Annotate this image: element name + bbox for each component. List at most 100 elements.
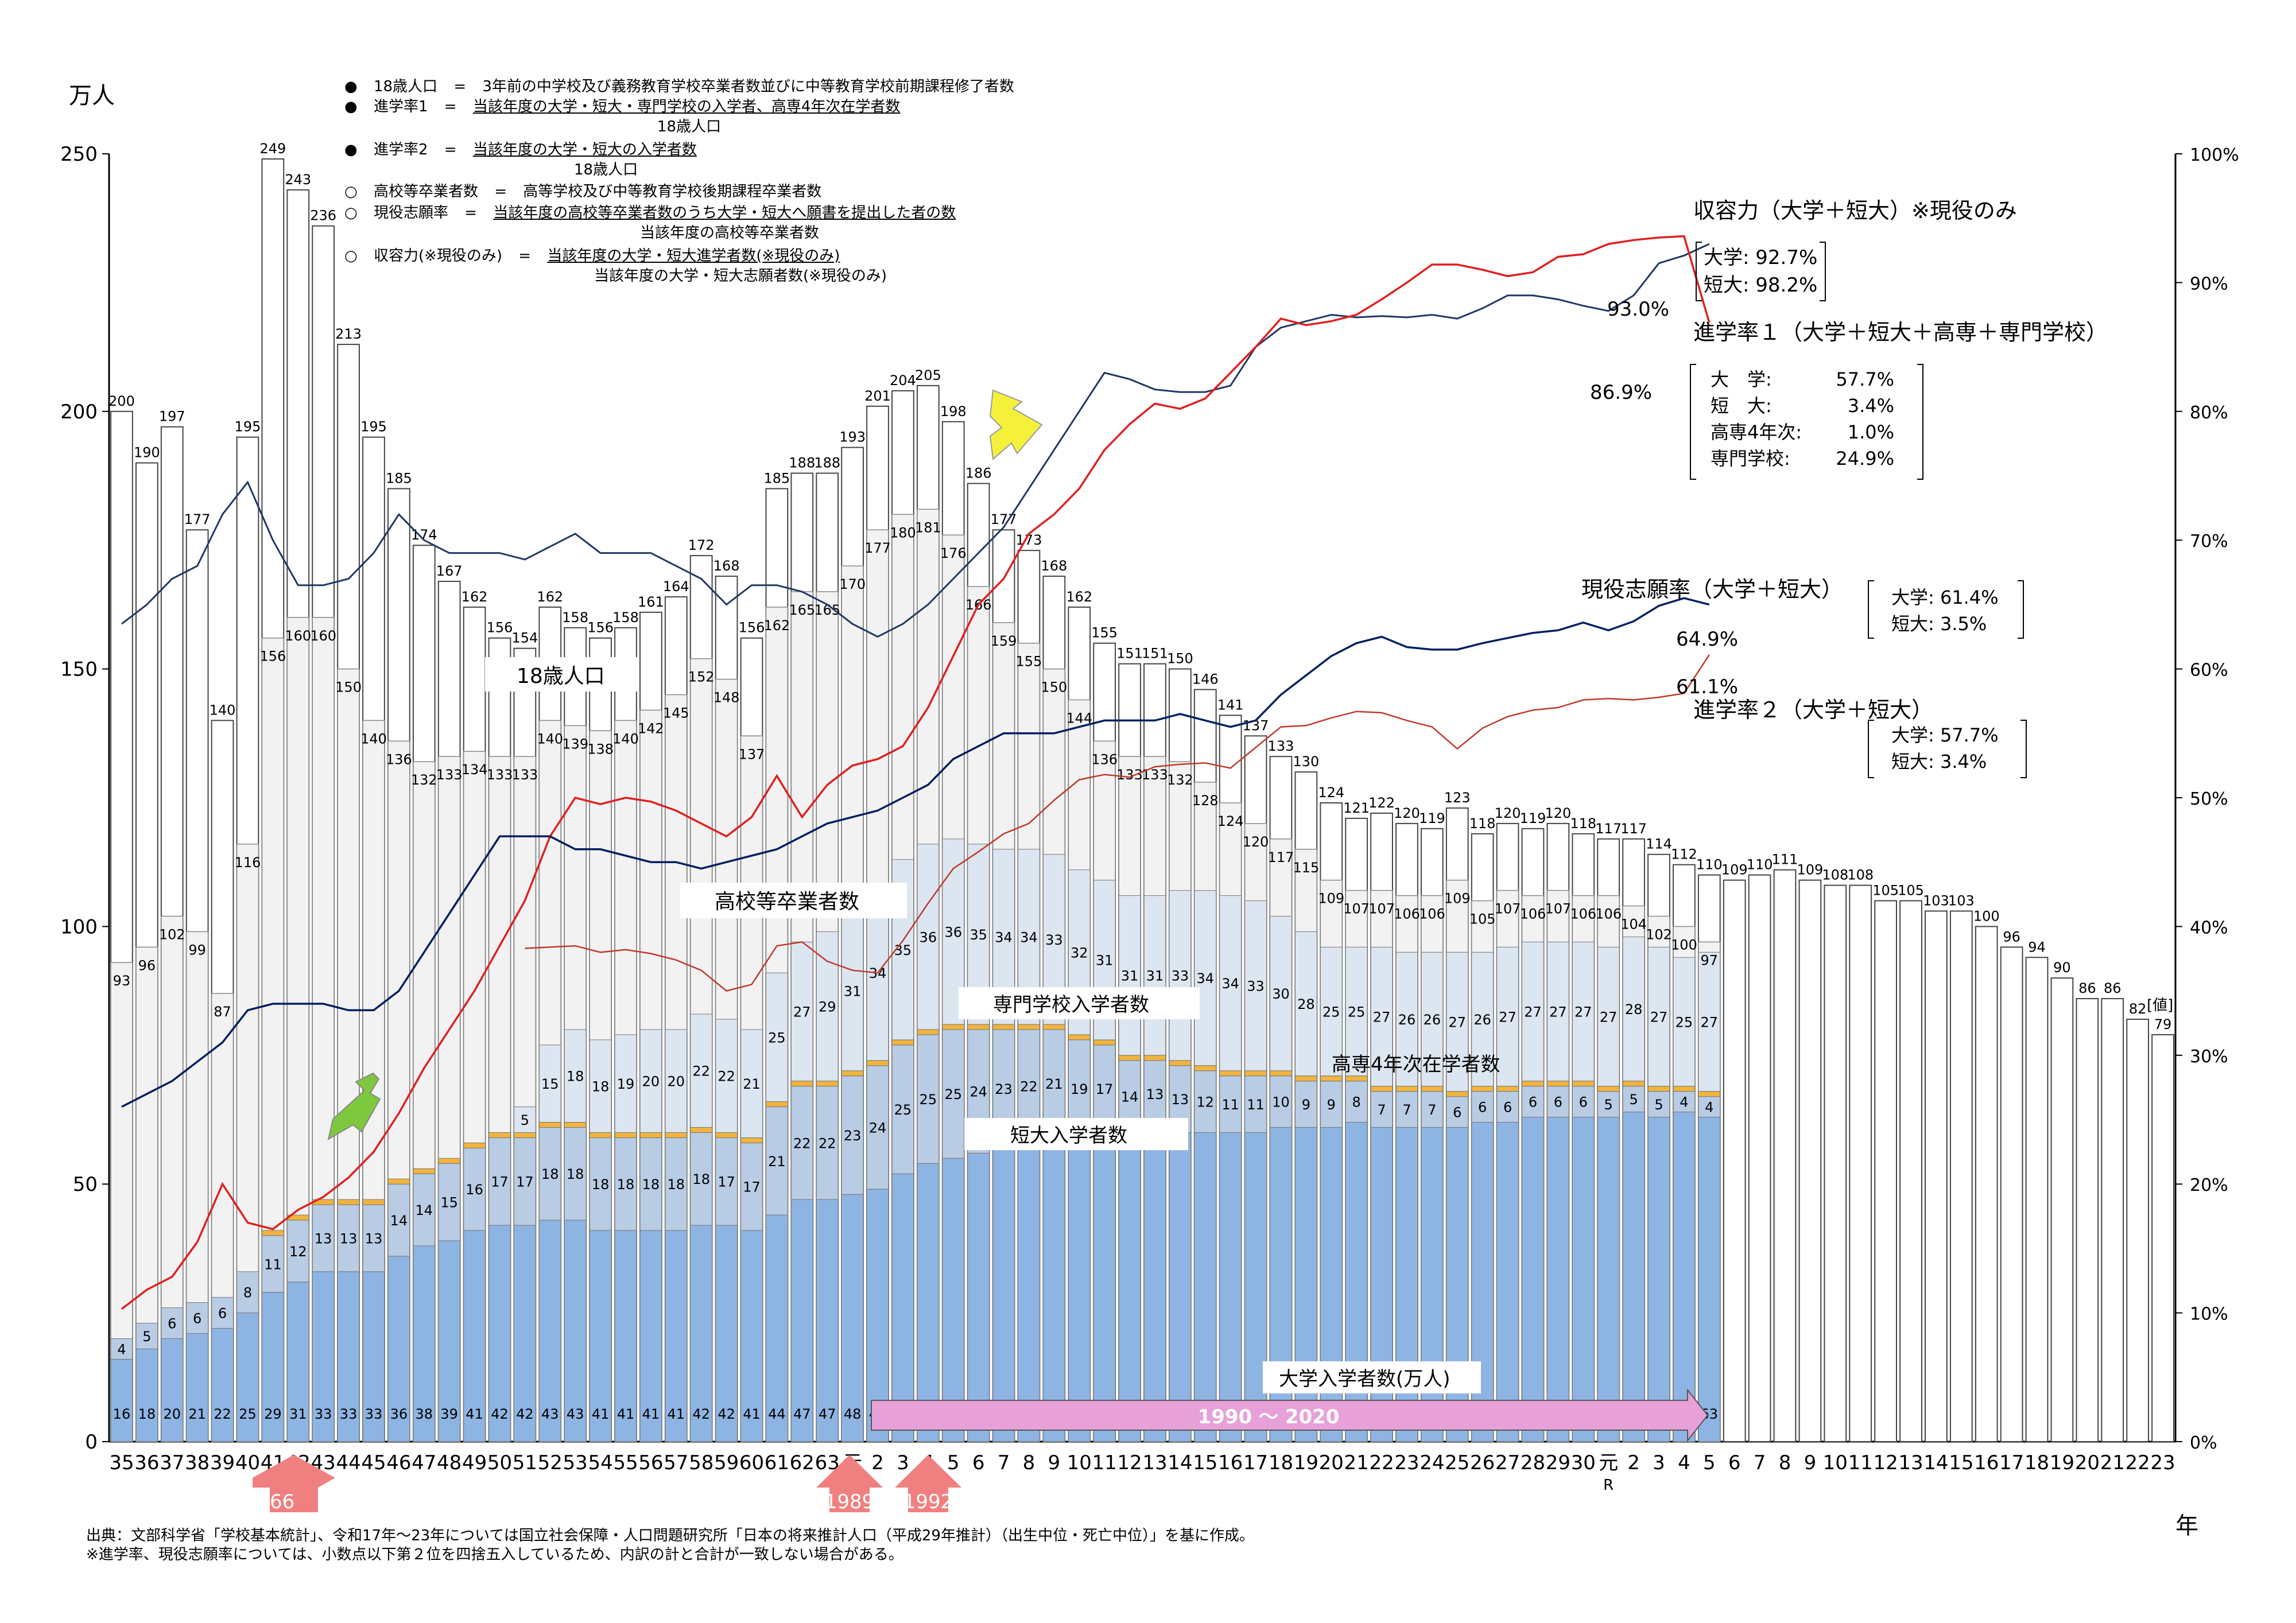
x-tick-label: 28 bbox=[1521, 1451, 1545, 1474]
x-tick-label: 20 bbox=[2075, 1451, 2100, 1474]
univ-segment bbox=[1219, 1132, 1242, 1442]
senmon-segment bbox=[1471, 952, 1494, 1087]
pop18-bar bbox=[1874, 900, 1897, 1442]
senmon-value-label: 27 bbox=[793, 1004, 811, 1020]
pop18-bar bbox=[2076, 998, 2099, 1442]
tandai-label: 短大入学者数 bbox=[1010, 1124, 1127, 1147]
tandai-segment bbox=[488, 1137, 511, 1226]
rate1-tandai-label: 短 大: bbox=[1711, 395, 1772, 417]
def-4: ○ 現役志願率 = 当該年度の高校等卒業者数のうち大学・短大へ願書を提出した者の… bbox=[344, 204, 956, 222]
senmon-segment bbox=[1194, 890, 1217, 1066]
tandai-segment bbox=[816, 1086, 839, 1200]
senmon-segment bbox=[1169, 890, 1192, 1061]
tandai-value-label: 5 bbox=[1629, 1092, 1638, 1108]
kosen-segment bbox=[766, 1101, 788, 1108]
univ-segment bbox=[110, 1358, 133, 1442]
univ-segment bbox=[538, 1220, 561, 1442]
pop18-value-label: 162 bbox=[461, 589, 488, 605]
senmon-segment bbox=[1647, 946, 1670, 1087]
kosen-label: 高専4年次在学者数 bbox=[1332, 1053, 1500, 1076]
x-tick-label: 16 bbox=[1218, 1451, 1243, 1474]
pop18-value-label: 205 bbox=[915, 367, 941, 383]
event-1966-label: 1966 bbox=[245, 1490, 295, 1513]
pop18-value-label: 90 bbox=[2053, 960, 2071, 976]
univ-value-label: 41 bbox=[617, 1406, 635, 1422]
univ-value-label: 43 bbox=[541, 1406, 559, 1422]
senmon-value-label: 28 bbox=[1625, 1001, 1643, 1018]
pop18-value-label: 162 bbox=[537, 589, 563, 605]
x-tick-label: 19 bbox=[1294, 1451, 1318, 1474]
hs-grads-value-label: 96 bbox=[138, 957, 156, 973]
def-1-den: 18歳人口 bbox=[657, 118, 722, 135]
pop18-value-label: 120 bbox=[1495, 805, 1521, 821]
senmon-value-label: 34 bbox=[1196, 970, 1214, 987]
tandai-segment bbox=[1194, 1070, 1217, 1133]
pop18-value-label: 108 bbox=[1822, 867, 1848, 883]
x-tick-label: 21 bbox=[2100, 1451, 2125, 1474]
hs-grads-value-label: 117 bbox=[1268, 849, 1294, 865]
senmon-value-label: 18 bbox=[592, 1079, 610, 1095]
tandai-value-label: 23 bbox=[995, 1081, 1013, 1097]
tandai-segment bbox=[286, 1220, 309, 1283]
hs-grads-value-label: 170 bbox=[839, 576, 866, 592]
x-tick-label: 49 bbox=[462, 1451, 487, 1474]
def-1-term: 進学率1 bbox=[373, 98, 428, 115]
pop18-value-label: 193 bbox=[839, 429, 866, 445]
univ-segment bbox=[413, 1245, 436, 1442]
tandai-segment bbox=[463, 1147, 486, 1231]
kosen-segment bbox=[1169, 1060, 1192, 1066]
pop18-bar bbox=[1849, 884, 1872, 1443]
kosen-segment bbox=[1042, 1024, 1065, 1030]
univ-segment bbox=[866, 1189, 889, 1442]
tandai-segment bbox=[186, 1302, 209, 1334]
pop18-value-label: 155 bbox=[1091, 625, 1118, 641]
univ-segment bbox=[1194, 1132, 1217, 1442]
univ-segment bbox=[766, 1214, 788, 1442]
def-4-term: 現役志願率 bbox=[373, 204, 448, 222]
senmon-value-label: 33 bbox=[1247, 979, 1265, 995]
tandai-value-label: 17 bbox=[516, 1174, 534, 1190]
tandai-segment bbox=[1522, 1086, 1544, 1118]
y-tick-label: 100 bbox=[60, 915, 98, 938]
y-tick-label: 0 bbox=[85, 1431, 98, 1454]
kosen-segment bbox=[1673, 1086, 1696, 1092]
tandai-segment bbox=[438, 1163, 461, 1241]
kosen-segment bbox=[841, 1070, 864, 1077]
tandai-value-label: 14 bbox=[416, 1202, 433, 1218]
univ-segment bbox=[1244, 1132, 1267, 1442]
hs-grads-value-label: 100 bbox=[1671, 937, 1697, 953]
x-tick-label: 38 bbox=[185, 1451, 210, 1474]
kosen-segment bbox=[1118, 1055, 1141, 1061]
univ-segment bbox=[891, 1173, 914, 1442]
senmon-segment bbox=[1219, 895, 1242, 1071]
univ-segment bbox=[1395, 1127, 1418, 1442]
senmon-value-label: 26 bbox=[1424, 1012, 1441, 1028]
tandai-value-label: 6 bbox=[1554, 1094, 1562, 1111]
rate1-senmon-value: 24.9% bbox=[1836, 448, 1894, 469]
pop18-value-label: 204 bbox=[890, 372, 916, 389]
senmon-segment bbox=[665, 1029, 688, 1133]
def-4-den: 当該年度の高校等卒業者数 bbox=[640, 224, 820, 242]
pop18-value-label: 103 bbox=[1923, 892, 1949, 908]
kosen-segment bbox=[1647, 1086, 1670, 1092]
x-tick-label: 6 bbox=[972, 1451, 985, 1474]
univ-value-label: 42 bbox=[491, 1406, 509, 1422]
univ-segment bbox=[816, 1199, 839, 1442]
kosen-segment bbox=[942, 1024, 965, 1030]
hs-grads-value-label: 155 bbox=[1016, 654, 1042, 670]
senmon-value-label: 27 bbox=[1549, 1004, 1567, 1020]
pop18-value-label: 111 bbox=[1772, 852, 1798, 868]
apply-end-value: 64.9% bbox=[1676, 628, 1738, 651]
def-0-term: 18歳人口 bbox=[373, 78, 438, 95]
x-tick-label: 22 bbox=[2126, 1451, 2150, 1474]
kosen-segment bbox=[1597, 1086, 1620, 1092]
tandai-segment bbox=[614, 1137, 637, 1231]
green-arrow-icon bbox=[327, 1072, 381, 1141]
hs-grads-value-label: 133 bbox=[436, 767, 463, 783]
x-tick-label: 58 bbox=[689, 1451, 713, 1474]
tandai-segment bbox=[1219, 1075, 1242, 1133]
tandai-value-label: 6 bbox=[1579, 1094, 1588, 1111]
rate1-senmon-label: 専門学校: bbox=[1711, 448, 1790, 469]
x-tick-label: 6 bbox=[1728, 1451, 1741, 1474]
univ-value-label: 41 bbox=[668, 1406, 685, 1422]
